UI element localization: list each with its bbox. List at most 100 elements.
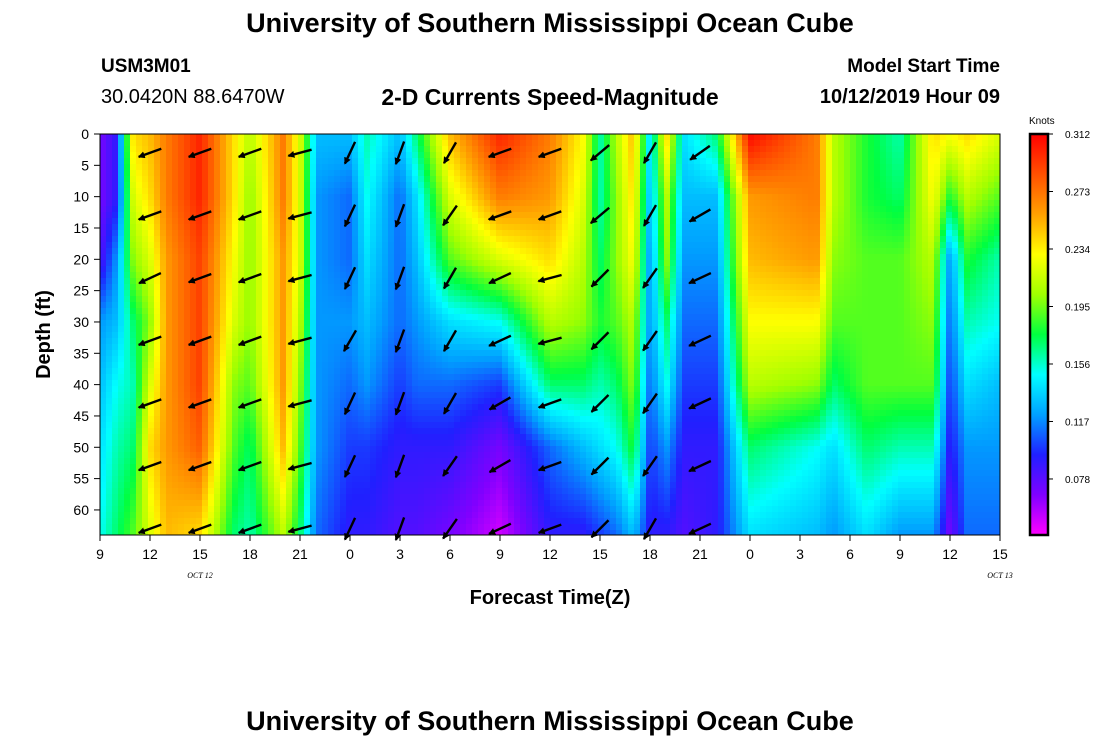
- heatmap-cell: [286, 140, 293, 147]
- heatmap-cell: [226, 194, 233, 201]
- heatmap-cell: [160, 290, 167, 297]
- heatmap-cell: [298, 482, 305, 489]
- heatmap-cell: [430, 284, 437, 291]
- heatmap-cell: [346, 140, 353, 147]
- heatmap-cell: [100, 284, 107, 291]
- heatmap-cell: [430, 146, 437, 153]
- heatmap-cell: [328, 320, 335, 327]
- heatmap-cell: [460, 194, 467, 201]
- heatmap-cell: [226, 338, 233, 345]
- heatmap-cell: [472, 206, 479, 213]
- heatmap-cell: [520, 284, 527, 291]
- heatmap-cell: [184, 152, 191, 159]
- heatmap-cell: [382, 374, 389, 381]
- heatmap-cell: [382, 410, 389, 417]
- heatmap-cell: [292, 434, 299, 441]
- heatmap-cell: [382, 530, 389, 536]
- heatmap-cell: [532, 266, 539, 273]
- heatmap-cell: [448, 350, 455, 357]
- heatmap-cell: [274, 296, 281, 303]
- heatmap-cell: [316, 446, 323, 453]
- heatmap-cell: [340, 140, 347, 147]
- heatmap-cell: [394, 140, 401, 147]
- heatmap-cell: [292, 428, 299, 435]
- heatmap-cell: [172, 404, 179, 411]
- heatmap-cell: [142, 236, 149, 243]
- heatmap-cell: [148, 518, 155, 525]
- heatmap-cell: [484, 392, 491, 399]
- heatmap-cell: [490, 458, 497, 465]
- heatmap-cell: [424, 188, 431, 195]
- heatmap-cell: [448, 344, 455, 351]
- heatmap-cell: [238, 434, 245, 441]
- heatmap-cell: [532, 482, 539, 489]
- heatmap-cell: [388, 410, 395, 417]
- heatmap-cell: [112, 266, 119, 273]
- heatmap-cell: [472, 308, 479, 315]
- heatmap-cell: [280, 440, 287, 447]
- heatmap-cell: [484, 386, 491, 393]
- heatmap-cell: [400, 248, 407, 255]
- heatmap-cell: [226, 224, 233, 231]
- heatmap-cell: [346, 188, 353, 195]
- heatmap-cell: [112, 200, 119, 207]
- heatmap-cell: [328, 428, 335, 435]
- heatmap-cell: [262, 404, 269, 411]
- heatmap-cell: [448, 422, 455, 429]
- heatmap-cell: [328, 296, 335, 303]
- heatmap-cell: [508, 446, 515, 453]
- heatmap-cell: [190, 158, 197, 165]
- heatmap-cell: [166, 404, 173, 411]
- heatmap-cell: [376, 332, 383, 339]
- heatmap-cell: [460, 248, 467, 255]
- heatmap-cell: [292, 470, 299, 477]
- heatmap-cell: [358, 344, 365, 351]
- heatmap-cell: [418, 326, 425, 333]
- heatmap-cell: [472, 248, 479, 255]
- heatmap-cell: [196, 284, 203, 291]
- heatmap-cell: [334, 194, 341, 201]
- heatmap-cell: [124, 290, 131, 297]
- heatmap-cell: [376, 266, 383, 273]
- heatmap-cell: [460, 458, 467, 465]
- heatmap-cell: [286, 416, 293, 423]
- heatmap-cell: [526, 470, 533, 477]
- heatmap-cell: [418, 218, 425, 225]
- heatmap-cell: [502, 224, 509, 231]
- heatmap-cell: [274, 398, 281, 405]
- heatmap-cell: [154, 416, 161, 423]
- heatmap-cell: [166, 362, 173, 369]
- heatmap-cell: [406, 410, 413, 417]
- heatmap-cell: [442, 374, 449, 381]
- heatmap-cell: [430, 398, 437, 405]
- heatmap-cell: [220, 176, 227, 183]
- heatmap-cell: [436, 458, 443, 465]
- heatmap-cell: [466, 368, 473, 375]
- heatmap-cell: [454, 374, 461, 381]
- heatmap-cell: [280, 290, 287, 297]
- heatmap-cell: [124, 428, 131, 435]
- heatmap-cell: [400, 458, 407, 465]
- heatmap-cell: [508, 422, 515, 429]
- heatmap-cell: [490, 140, 497, 147]
- heatmap-cell: [508, 164, 515, 171]
- heatmap-cell: [436, 512, 443, 519]
- heatmap-cell: [340, 506, 347, 513]
- heatmap-cell: [520, 296, 527, 303]
- heatmap-cell: [316, 380, 323, 387]
- heatmap-cell: [280, 170, 287, 177]
- heatmap-cell: [430, 194, 437, 201]
- heatmap-cell: [448, 404, 455, 411]
- heatmap-cell: [202, 464, 209, 471]
- heatmap-cell: [226, 518, 233, 525]
- heatmap-cell: [364, 188, 371, 195]
- heatmap-cell: [328, 482, 335, 489]
- heatmap-cell: [382, 362, 389, 369]
- heatmap-cell: [328, 200, 335, 207]
- heatmap-cell: [526, 302, 533, 309]
- heatmap-cell: [304, 134, 311, 141]
- heatmap-cell: [400, 440, 407, 447]
- heatmap-cell: [100, 320, 107, 327]
- heatmap-cell: [172, 380, 179, 387]
- heatmap-cell: [166, 476, 173, 483]
